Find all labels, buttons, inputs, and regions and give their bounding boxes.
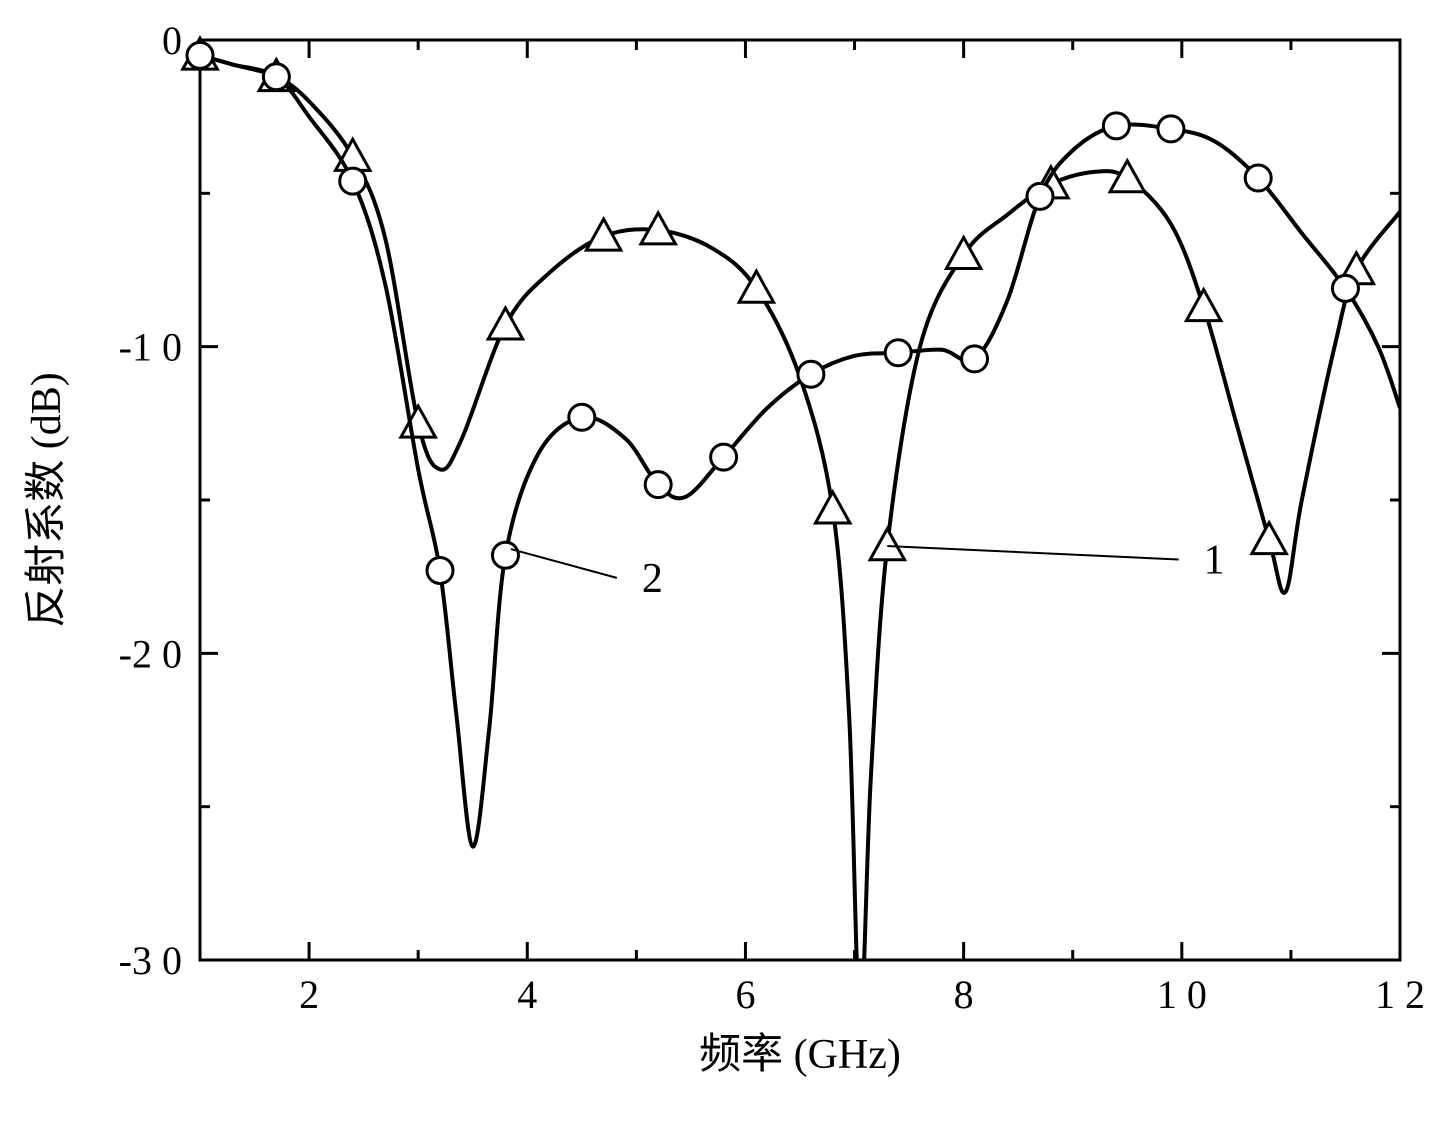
svg-text:0: 0: [162, 18, 182, 63]
svg-text:1 0: 1 0: [1157, 972, 1207, 1017]
svg-text:1 2: 1 2: [1375, 972, 1425, 1017]
reflection-coefficient-chart: 2 4 6 8 1 0 1 2 0 -1 0 -2 0 -3 0 频率 (GHz) 反射系数 (dB)…: [0, 0, 1438, 1138]
svg-text:8: 8: [954, 972, 974, 1017]
svg-text:-2 0: -2 0: [119, 631, 182, 676]
svg-text:反射系数 (dB): 反射系数 (dB): [24, 372, 70, 628]
svg-text:频率 (GHz): 频率 (GHz): [699, 1031, 901, 1078]
svg-text:1: 1: [1204, 537, 1225, 583]
svg-text:2: 2: [299, 972, 319, 1017]
svg-text:2: 2: [642, 556, 663, 602]
svg-text:-1 0: -1 0: [119, 325, 182, 370]
svg-text:6: 6: [735, 972, 755, 1017]
svg-text:-3 0: -3 0: [119, 938, 182, 983]
svg-text:4: 4: [517, 972, 537, 1017]
